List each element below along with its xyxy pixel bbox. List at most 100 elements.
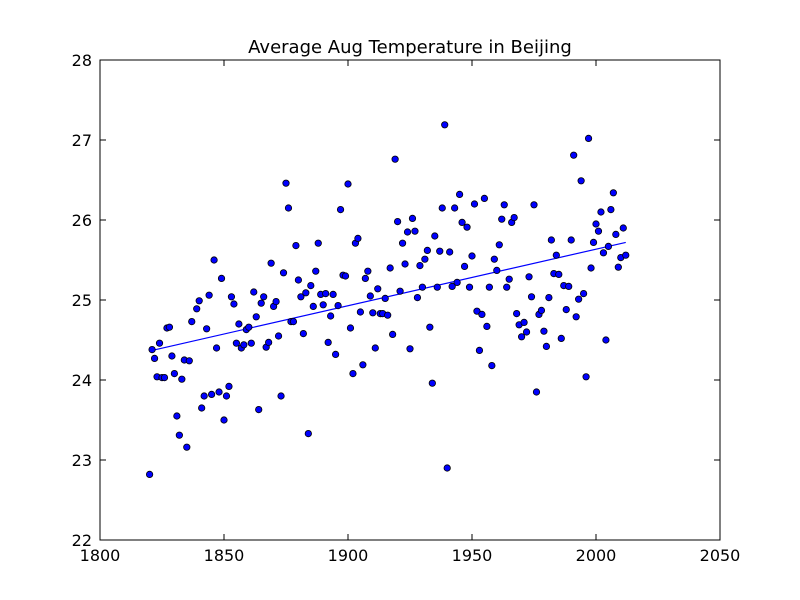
data-point: [572, 313, 580, 321]
data-point: [570, 151, 578, 159]
data-point: [604, 242, 613, 250]
data-point: [552, 251, 560, 259]
data-point: [307, 281, 315, 290]
data-point: [527, 293, 536, 301]
data-point: [245, 323, 253, 331]
data-point: [577, 177, 585, 185]
data-point: [344, 180, 352, 188]
data-point: [168, 352, 176, 360]
data-point: [540, 327, 548, 335]
data-point: [274, 332, 283, 340]
data-point: [354, 234, 362, 242]
data-point: [485, 283, 493, 291]
ticks-layer: 1800 1850 1900 1950 2000 2050 22 23 24 25 26 27 28: [72, 51, 741, 565]
data-point: [433, 283, 441, 291]
data-point: [602, 336, 610, 344]
data-point: [532, 388, 541, 396]
data-point: [453, 278, 461, 286]
data-point: [582, 373, 590, 381]
data-point: [160, 373, 169, 382]
data-point: [418, 283, 426, 291]
data-point: [331, 350, 340, 358]
data-point: [607, 206, 615, 214]
data-point: [426, 323, 434, 331]
data-point: [530, 201, 538, 209]
data-point: [220, 416, 228, 424]
data-point: [468, 252, 476, 260]
data-point: [614, 263, 622, 271]
x-tick-label: 2000: [576, 546, 617, 565]
data-point: [537, 306, 546, 314]
data-point: [252, 313, 260, 321]
data-point: [619, 224, 627, 232]
data-point: [579, 289, 588, 298]
data-point: [212, 344, 221, 352]
data-point: [255, 405, 263, 414]
data-point: [488, 361, 496, 370]
data-point: [612, 230, 620, 238]
x-tick-label: 1950: [452, 546, 493, 565]
plot-frame: [99, 59, 721, 541]
data-point: [396, 287, 404, 295]
data-point: [322, 289, 330, 298]
data-point: [594, 227, 603, 235]
data-point: [235, 320, 243, 328]
data-point: [431, 232, 439, 240]
data-point: [575, 295, 583, 303]
data-point: [495, 241, 503, 249]
data-point: [398, 239, 407, 247]
data-point: [520, 318, 528, 326]
data-point: [203, 325, 211, 333]
data-point: [284, 204, 293, 212]
data-point: [587, 264, 595, 272]
data-point: [542, 342, 551, 350]
data-point: [366, 292, 374, 300]
data-point: [173, 412, 181, 420]
axes-layer: [99, 59, 721, 541]
data-point: [389, 330, 397, 338]
data-point: [302, 289, 310, 297]
data-point: [341, 272, 350, 280]
data-point: [555, 270, 563, 278]
y-tick-label: 27: [72, 131, 92, 150]
data-point: [465, 283, 474, 291]
data-point: [304, 429, 312, 438]
data-point: [148, 345, 156, 354]
data-point: [371, 344, 379, 352]
y-tick-label: 23: [72, 451, 92, 470]
data-point: [547, 236, 555, 244]
data-point: [289, 317, 298, 326]
data-point: [567, 236, 575, 244]
data-point: [225, 382, 233, 390]
data-point: [460, 262, 469, 270]
data-point: [227, 293, 236, 301]
data-point: [545, 293, 553, 302]
data-point: [592, 220, 600, 228]
y-tick-label: 25: [72, 291, 92, 310]
data-point: [403, 228, 412, 236]
data-point: [364, 267, 372, 275]
data-point: [455, 190, 464, 198]
data-point: [483, 322, 491, 330]
data-point: [458, 218, 466, 226]
data-point: [493, 266, 501, 274]
data-point: [257, 299, 265, 307]
data-point: [443, 464, 451, 472]
data-point: [247, 339, 255, 347]
x-tick-label: 2050: [700, 546, 741, 565]
data-point: [386, 264, 394, 272]
data-point: [265, 338, 273, 346]
data-point: [155, 339, 164, 347]
data-point: [423, 246, 431, 254]
data-point: [597, 208, 605, 216]
data-point: [222, 392, 231, 400]
data-point: [480, 194, 488, 202]
data-point: [406, 345, 414, 353]
data-point: [312, 267, 320, 275]
data-point: [413, 293, 422, 302]
data-point: [490, 255, 498, 263]
data-point: [260, 293, 268, 301]
data-point: [327, 312, 335, 320]
data-point: [609, 189, 617, 197]
